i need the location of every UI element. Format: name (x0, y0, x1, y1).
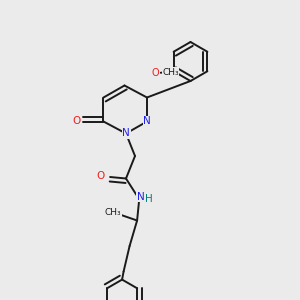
Text: N: N (122, 128, 130, 139)
Text: O: O (152, 68, 159, 78)
Text: N: N (143, 116, 151, 127)
Text: CH₃: CH₃ (162, 68, 179, 76)
Text: H: H (145, 194, 152, 205)
Text: N: N (136, 191, 144, 202)
Text: CH₃: CH₃ (105, 208, 122, 217)
Text: O: O (72, 116, 81, 127)
Text: O: O (96, 171, 104, 182)
